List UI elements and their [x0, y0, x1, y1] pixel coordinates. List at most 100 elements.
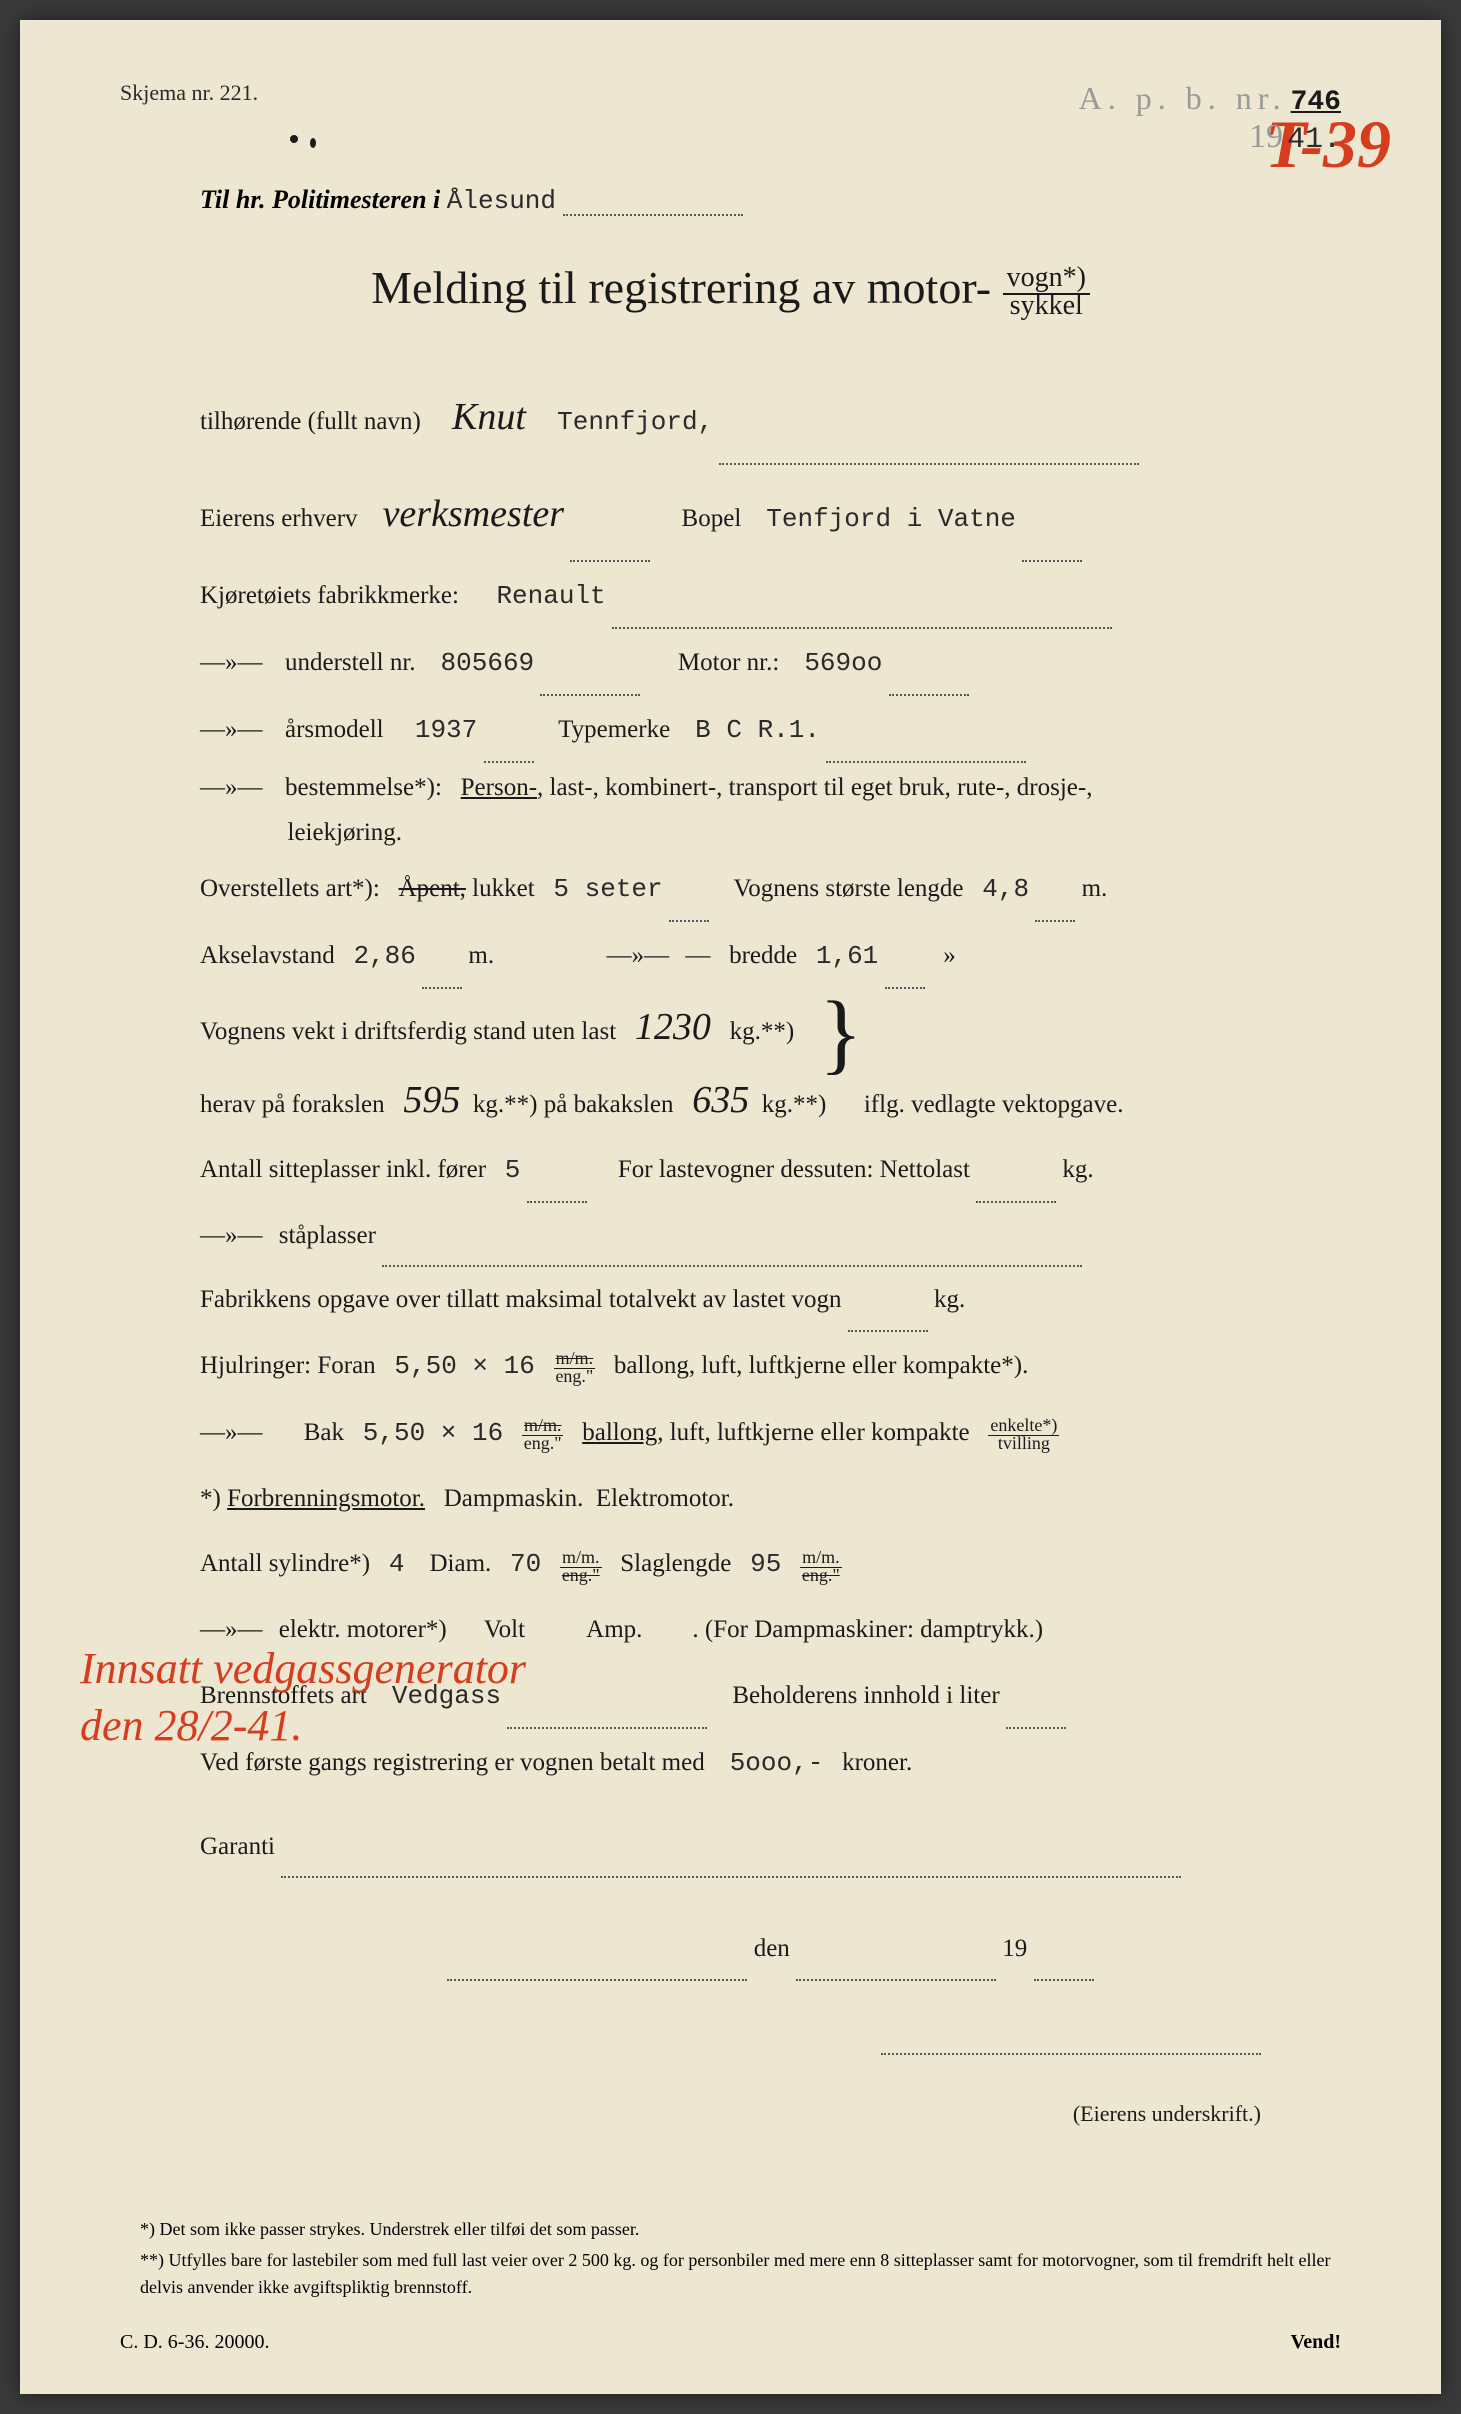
merke-label: Kjøretøiets fabrikkmerke:: [200, 582, 459, 609]
aksel-value: 2,86: [353, 941, 415, 971]
dotted-fill: [885, 987, 925, 989]
row-sitteplasser: Antall sitteplasser inkl. fører 5 For la…: [200, 1138, 1341, 1203]
dotted-fill: [826, 761, 1026, 763]
stamp-text: A. p. b. nr.: [1079, 80, 1287, 116]
overstell-lukket: lukket: [472, 875, 535, 902]
signature-area: (Eierens underskrift.): [200, 2021, 1341, 2146]
form-number: Skjema nr. 221.: [120, 80, 258, 106]
bestemmelse-label: bestemmelse*):: [285, 774, 442, 801]
dotted-fill: [484, 761, 534, 763]
vekt-label: Vognens vekt i driftsferdig stand uten l…: [200, 1018, 616, 1045]
signature-label: (Eierens underskrift.): [1073, 2101, 1261, 2126]
owner-label: tilhørende (fullt navn): [200, 408, 421, 435]
ditto-mark: —»—: [200, 1205, 260, 1268]
foraksel-value: 595: [403, 1079, 460, 1121]
bakaksel-value: 635: [692, 1079, 749, 1121]
brace-icon: }: [819, 1011, 862, 1056]
merke-value: Renault: [496, 581, 605, 611]
red-note-line1: Innsatt vedgassgenerator: [80, 1644, 526, 1693]
bredde-label: bredde: [729, 942, 797, 969]
enkelte-bot: tvilling: [998, 1433, 1050, 1453]
fabrikkens-unit: kg.: [934, 1286, 965, 1313]
foran-dim: 5,50 × 16: [394, 1351, 534, 1381]
understell-label: understell nr.: [285, 649, 416, 676]
addressee-location: Ålesund: [447, 186, 556, 216]
motor-forbrenning: Forbrenningsmotor.: [227, 1485, 425, 1512]
row-overstell: Overstellets art*): Åpent, lukket 5 sete…: [200, 857, 1341, 922]
dotted-fill: [796, 1979, 996, 1981]
bak-rest: luft, luftkjerne eller kompakte: [670, 1419, 970, 1446]
row-arsmodell: —»— årsmodell 1937 Typemerke B C R.1.: [200, 698, 1341, 763]
arsmodell-value: 1937: [415, 715, 477, 745]
row-owner: tilhørende (fullt navn) Knut Tennfjord,: [200, 370, 1341, 465]
aksel-label: Akselavstand: [200, 942, 335, 969]
handwritten-number: 746: [1291, 87, 1341, 118]
row-understell: —»— understell nr. 805669 Motor nr.: 569…: [200, 631, 1341, 696]
ballong-text: ballong, luft, luftkjerne eller kompakte…: [614, 1352, 1028, 1379]
diam-value: 70: [510, 1549, 541, 1579]
slaglengde-value: 95: [750, 1549, 781, 1579]
frac-bot: sykkel: [1010, 290, 1083, 321]
eng-bot: eng.": [555, 1366, 593, 1386]
mm-eng-fraction: m/m. eng.": [522, 1416, 564, 1452]
addressee-line: Til hr. Politimesteren i Ålesund: [200, 185, 1341, 216]
header-row: Skjema nr. 221. A. p. b. nr. 746 19 41.: [120, 80, 1341, 157]
dotted-fill: [507, 1727, 707, 1729]
understell-value: 805669: [441, 648, 535, 678]
year19: 19: [1002, 1935, 1027, 1962]
footer-row: C. D. 6-36. 20000. Vend!: [120, 2331, 1341, 2354]
enkelte-fraction: enkelte*) tvilling: [988, 1416, 1059, 1452]
vekt-unit: kg.**): [730, 1018, 795, 1045]
dotted-fill: [527, 1201, 587, 1203]
dotted-fill: [612, 627, 1112, 629]
dotted-fill: [281, 1876, 1181, 1878]
bredde-value: 1,61: [816, 941, 878, 971]
mm-eng-fraction: m/m. eng.": [800, 1548, 842, 1584]
dotted-fill: [540, 694, 640, 696]
ditto-mark: —»—: [200, 632, 260, 695]
row-sylindre: Antall sylindre*) 4 Diam. 70 m/m. eng." …: [200, 1532, 1341, 1597]
eng-bot: eng.": [524, 1433, 562, 1453]
eng-bot: eng.": [802, 1565, 840, 1585]
vekt-value: 1230: [635, 1006, 711, 1048]
owner-first: Knut: [452, 396, 526, 438]
registrering-unit: kroner.: [842, 1749, 912, 1776]
ink-spot: [310, 138, 316, 148]
ditto-mark: —»—: [200, 765, 260, 810]
row-bestemmelse: —»— bestemmelse*): Person-, last-, kombi…: [200, 765, 1341, 855]
footnote-1: *) Det som ikke passer strykes. Understr…: [140, 2216, 1341, 2243]
dotted-fill: [976, 1201, 1056, 1203]
beholder-label: Beholderens innhold i liter: [732, 1682, 999, 1709]
mm-eng-fraction: m/m. eng.": [554, 1349, 596, 1385]
sylindre-value: 4: [389, 1549, 405, 1579]
row-aksel: Akselavstand 2,86 m. —»— — bredde 1,61 »: [200, 924, 1341, 989]
seter-value: 5 seter: [553, 874, 662, 904]
hjulringer-label: Hjulringer: Foran: [200, 1352, 376, 1379]
lastevogner-label: For lastevogner dessuten: Nettolast: [618, 1156, 970, 1183]
motor-value: 569oo: [804, 648, 882, 678]
aksel-unit: m.: [468, 942, 494, 969]
ink-spot: [290, 135, 298, 143]
signature-line: [881, 2053, 1261, 2055]
dotted-fill: [382, 1265, 1082, 1267]
slaglengde-label: Slaglengde: [620, 1550, 731, 1577]
top-right-block: A. p. b. nr. 746 19 41.: [1079, 80, 1341, 157]
ditto-mark: —»—: [200, 1402, 260, 1465]
typemerke-label: Typemerke: [558, 716, 670, 743]
sylindre-label: Antall sylindre*): [200, 1550, 370, 1577]
amp-label: Amp.: [586, 1616, 642, 1643]
sitteplasser-value: 5: [505, 1155, 521, 1185]
ditto-mark: —»—: [607, 925, 667, 988]
owner-last: Tennfjord,: [557, 407, 713, 437]
bak-dim: 5,50 × 16: [363, 1418, 503, 1448]
row-hjulringer-bak: —»— Bak 5,50 × 16 m/m. eng." ballong, lu…: [200, 1401, 1341, 1466]
dotted-fill: [1022, 560, 1082, 562]
footnote-2: **) Utfylles bare for lastebiler som med…: [140, 2247, 1341, 2301]
year-value: 41.: [1287, 123, 1341, 157]
print-code: C. D. 6-36. 20000.: [120, 2331, 269, 2354]
title-fraction: vogn*) sykkel: [1003, 264, 1090, 320]
sitteplasser-label: Antall sitteplasser inkl. fører: [200, 1156, 486, 1183]
row-garanti: Garanti: [200, 1816, 1341, 1879]
motor-label: Motor nr.:: [678, 649, 779, 676]
dotted-fill: [1006, 1727, 1066, 1729]
